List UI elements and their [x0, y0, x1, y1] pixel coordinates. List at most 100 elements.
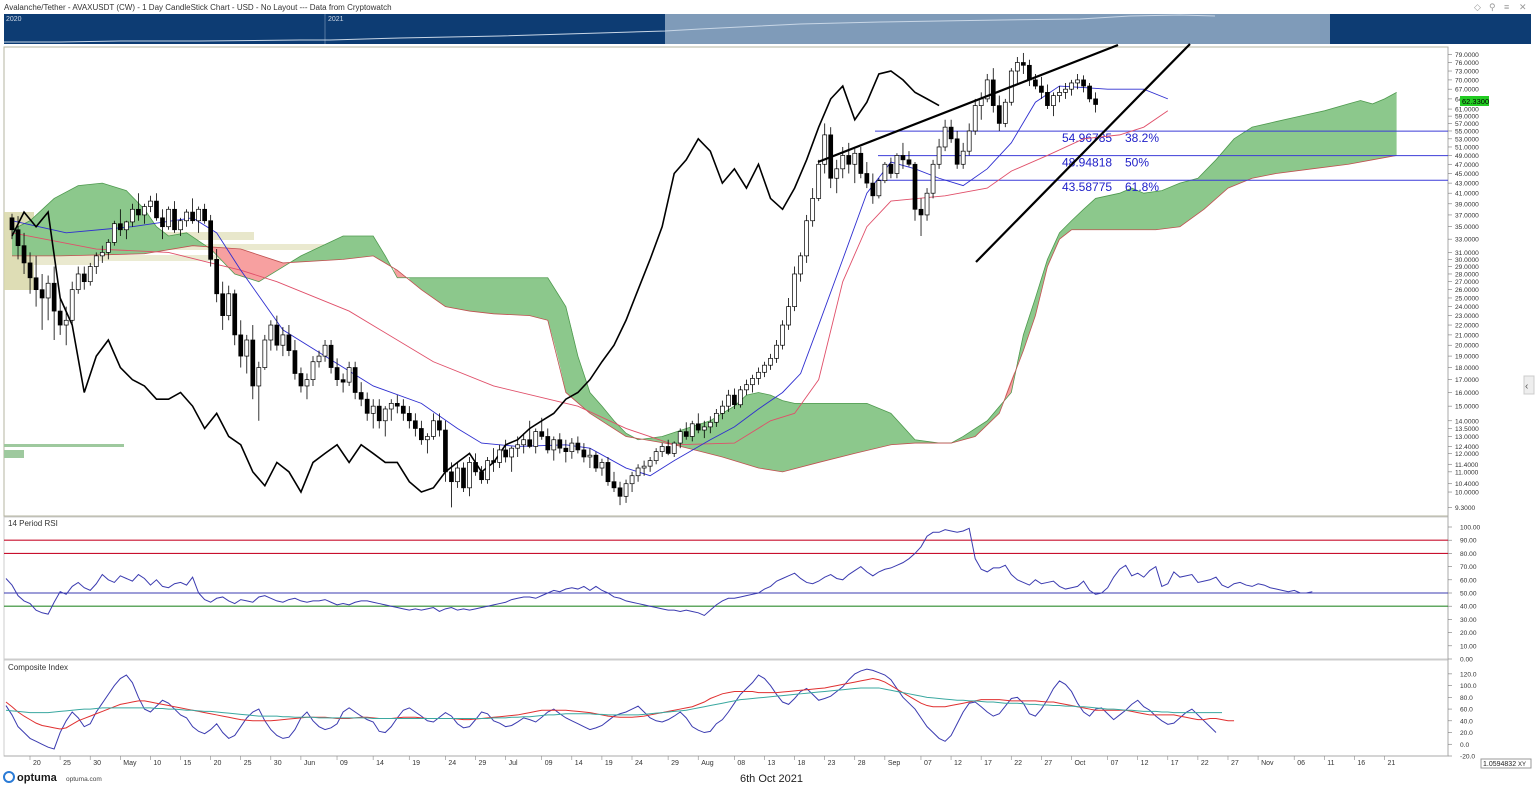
- candle: [990, 68, 996, 113]
- navigator-window[interactable]: [665, 14, 1330, 44]
- price-tick-label: 17.0000: [1455, 377, 1479, 384]
- price-tick-label: 13.5000: [1455, 426, 1479, 433]
- chevron-left-icon[interactable]: ‹: [1525, 381, 1528, 392]
- date-axis: 20 25 30 May 10 15 20 25 30 Jun 09 14 19 24 29 Jul 09 14 1…: [29, 756, 1395, 767]
- date-tick-label: Sep: [888, 760, 901, 767]
- candle: [154, 193, 159, 221]
- last-price-tag: 62.3300: [1460, 96, 1489, 106]
- wedge-trendlines[interactable]: [817, 43, 1191, 263]
- wedge-lower-trendline[interactable]: [975, 43, 1191, 263]
- price-tick-label: 10.4000: [1455, 481, 1479, 488]
- rsi-tick-label: 30.00: [1460, 617, 1477, 624]
- price-tick-label: 9.3000: [1455, 505, 1476, 512]
- candle: [515, 436, 521, 457]
- pin-icon[interactable]: ⚲: [1489, 2, 1496, 12]
- candle: [948, 119, 954, 143]
- date-tick-label: 22: [1014, 760, 1022, 767]
- candle: [81, 266, 87, 290]
- candle: [491, 448, 496, 472]
- candle: [39, 273, 45, 330]
- candle: [394, 395, 400, 414]
- wedge-upper-trendline[interactable]: [817, 43, 1119, 164]
- candle: [587, 448, 593, 469]
- corner-value: 1.0594832: [1483, 761, 1516, 768]
- corner-unit: XY: [1518, 762, 1526, 768]
- price-tick-label: 33.0000: [1455, 237, 1479, 244]
- candle: [184, 209, 189, 227]
- candle: [635, 464, 641, 482]
- price-tick-label: 57.0000: [1455, 121, 1479, 128]
- ci-tick-label: 120.0: [1460, 671, 1477, 678]
- candle: [1039, 76, 1044, 99]
- date-tick-label: 17: [984, 760, 992, 767]
- rsi-tick-label: 60.00: [1460, 577, 1477, 584]
- price-tick-label: 31.0000: [1455, 250, 1479, 257]
- rsi-axis: 100.00 90.00 80.00 70.00 60.00 50.00 40.00 30.0…: [1448, 525, 1481, 664]
- candle: [256, 361, 262, 421]
- navigator[interactable]: 2020 2021: [4, 14, 1531, 44]
- fib-price-label-1: 48.94818: [1062, 156, 1112, 170]
- rsi-tick-label: 80.00: [1460, 551, 1477, 558]
- side-panel-toggle[interactable]: ‹: [1523, 375, 1535, 395]
- candle: [1021, 52, 1026, 74]
- candle: [118, 209, 123, 236]
- rsi-tick-label: 50.00: [1460, 591, 1477, 598]
- candle: [786, 297, 791, 330]
- candle: [659, 443, 665, 457]
- price-tick-label: 73.0000: [1455, 69, 1479, 76]
- ichimoku-lines: [11, 70, 1169, 494]
- window-controls[interactable]: ◇ ⚲ ≡ ✕: [1474, 2, 1527, 12]
- price-axis: 79.000076.000073.000070.000067.000064.00…: [1448, 52, 1479, 512]
- candle: [792, 266, 797, 312]
- price-tick-label: 22.0000: [1455, 323, 1479, 330]
- ichimoku-cloud: [11, 92, 1397, 473]
- price-tick-label: 25.0000: [1455, 295, 1479, 302]
- candle: [918, 198, 924, 236]
- candles: [9, 52, 1098, 508]
- ci-tick-label: -20.0: [1460, 754, 1475, 761]
- date-tick-label: 30: [274, 760, 282, 767]
- price-tick-label: 18.0000: [1455, 365, 1479, 372]
- candle: [647, 456, 653, 472]
- candle: [605, 456, 611, 486]
- fib-price-label-2: 43.58775: [1062, 180, 1112, 194]
- price-tick-label: 11.4000: [1455, 462, 1479, 469]
- cloud-segment-1: [207, 246, 289, 282]
- navigator-year-2020: 2020: [6, 16, 22, 23]
- menu-icon[interactable]: ≡: [1504, 2, 1509, 12]
- candle: [894, 153, 900, 179]
- price-tick-label: 30.0000: [1455, 257, 1479, 264]
- price-tick-label: 53.0000: [1455, 136, 1479, 143]
- navigator-year-2021: 2021: [328, 16, 344, 23]
- date-tick-label: 08: [737, 760, 745, 767]
- candle: [563, 439, 569, 463]
- candle: [521, 433, 527, 454]
- candle: [208, 214, 214, 267]
- candle: [443, 420, 448, 482]
- candle: [936, 138, 942, 169]
- date-caption: 6th Oct 2021: [740, 773, 803, 785]
- candle: [623, 479, 629, 503]
- senkou-span-a-line: [11, 92, 1397, 444]
- date-tick-label: 20: [33, 760, 41, 767]
- date-tick-label: Jun: [304, 760, 315, 767]
- candle: [1014, 56, 1020, 83]
- date-tick-label: 07: [924, 760, 932, 767]
- candle: [479, 466, 484, 484]
- brand-name: optuma: [17, 772, 58, 784]
- price-tick-label: 49.0000: [1455, 153, 1479, 160]
- date-tick-label: 16: [1357, 760, 1365, 767]
- candle: [1045, 84, 1050, 110]
- candle: [124, 220, 129, 240]
- candle: [732, 388, 737, 409]
- candle: [575, 436, 581, 454]
- candle: [545, 428, 551, 454]
- candle: [822, 123, 828, 174]
- diamond-icon[interactable]: ◇: [1474, 2, 1481, 12]
- close-icon[interactable]: ✕: [1519, 2, 1527, 12]
- price-tick-label: 61.0000: [1455, 107, 1479, 114]
- candle: [912, 162, 918, 221]
- ci-tick-label: 60.0: [1460, 707, 1473, 714]
- candle: [509, 446, 515, 472]
- candle: [930, 159, 936, 199]
